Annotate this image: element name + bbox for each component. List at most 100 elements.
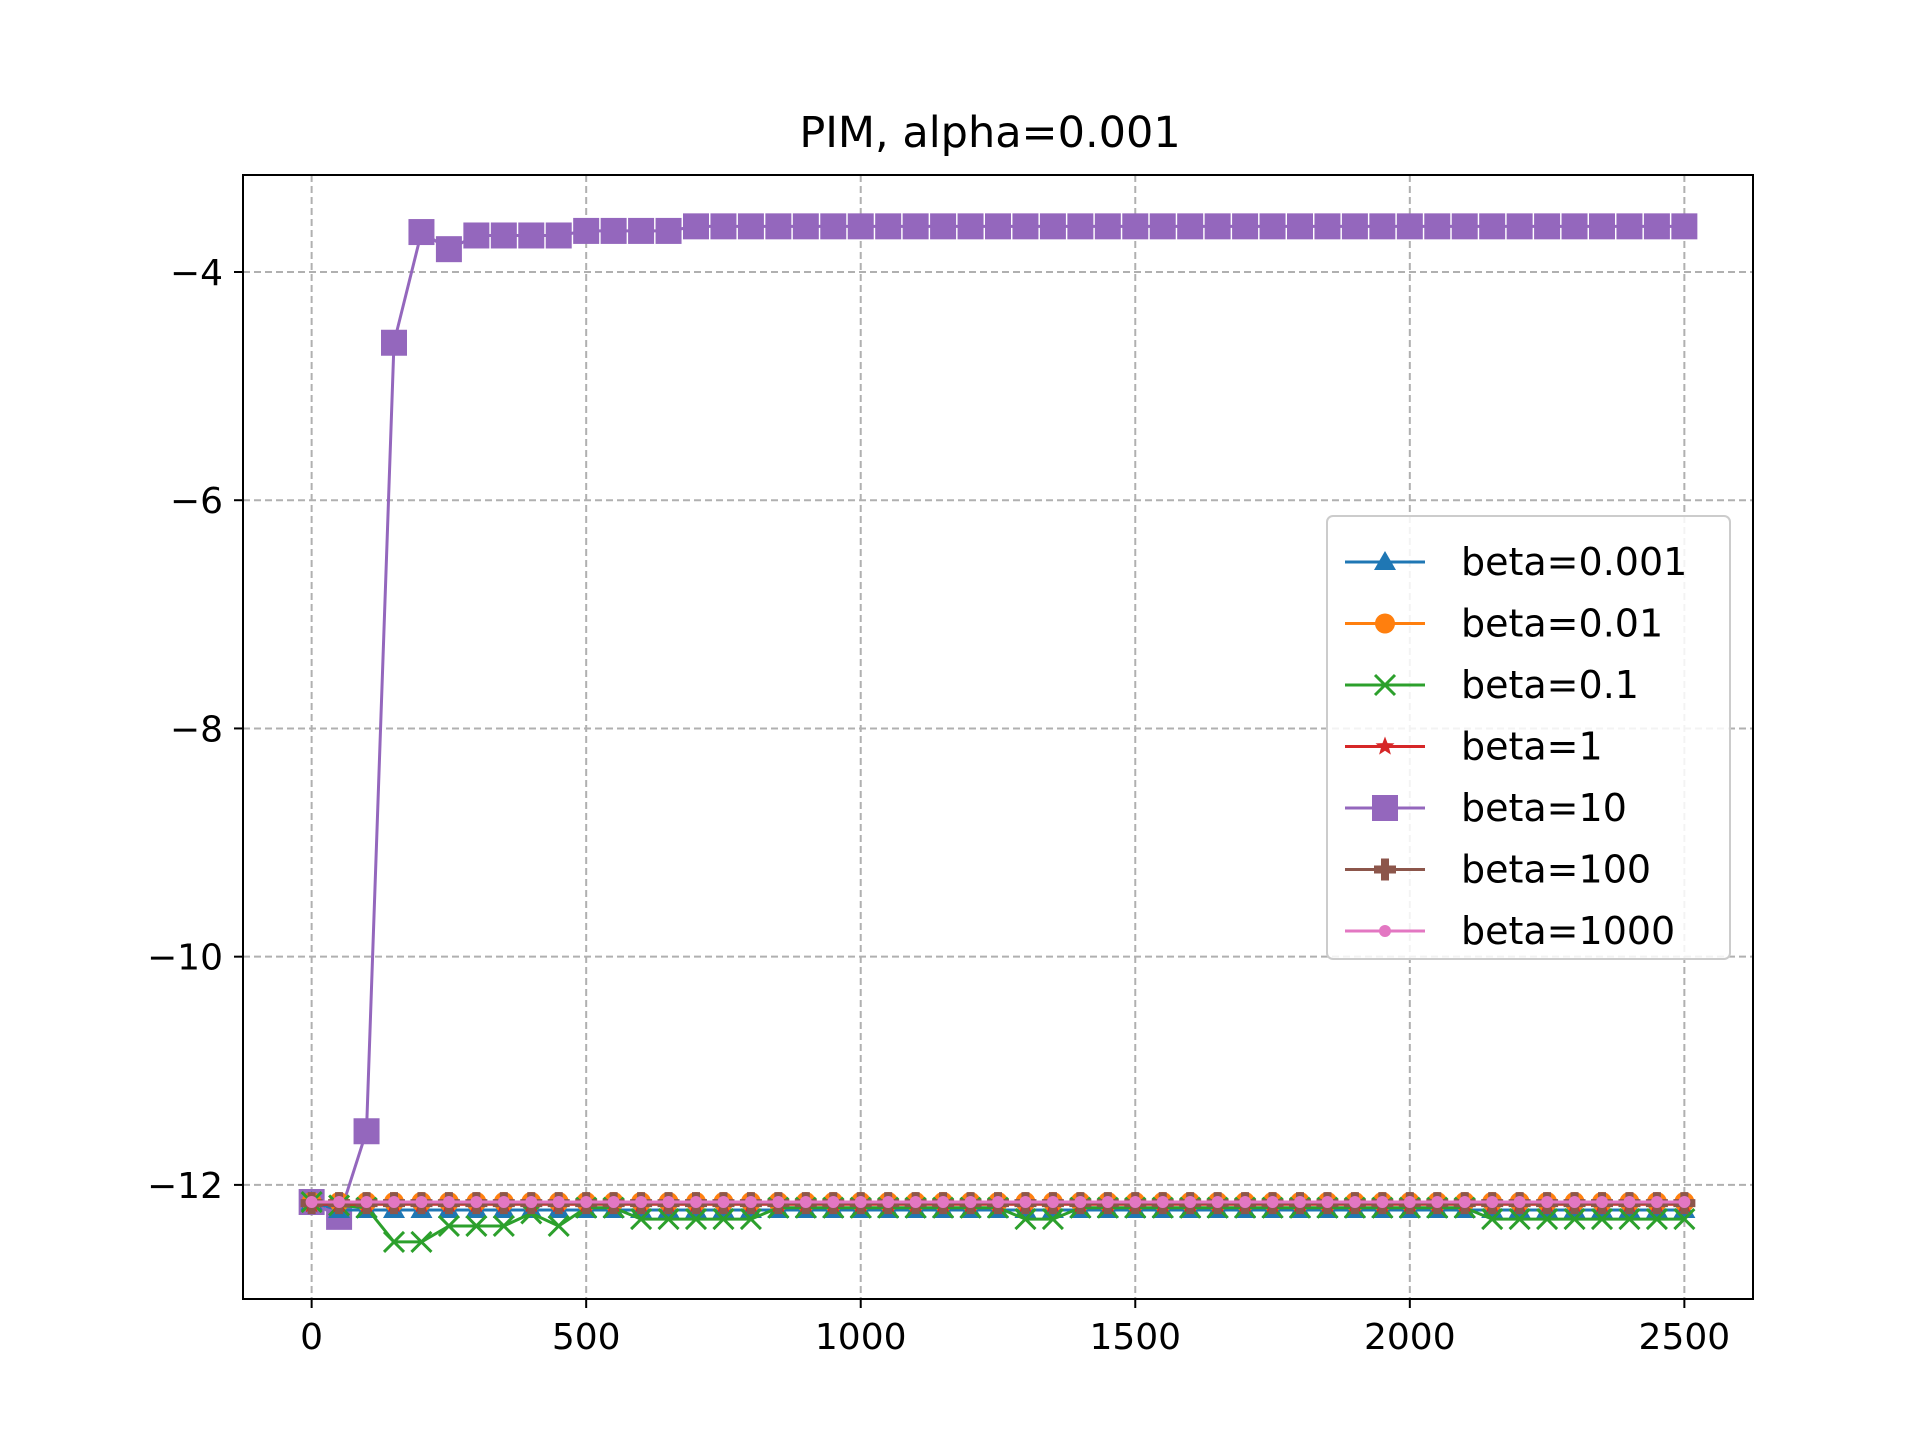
data-point — [1650, 1196, 1663, 1209]
data-point — [765, 213, 792, 240]
legend-label: beta=100 — [1461, 848, 1651, 892]
x-stroke — [1563, 1208, 1586, 1231]
data-point — [792, 213, 819, 240]
data-point — [1369, 213, 1396, 240]
legend: beta=0.001 beta=0.01 beta=0.1 beta=1 beta=10… — [1326, 515, 1731, 960]
data-point — [410, 1230, 433, 1254]
data-point — [437, 1214, 460, 1238]
data-point — [1618, 1208, 1641, 1231]
data-point — [1122, 213, 1149, 240]
y-tick-label: −6 — [170, 481, 223, 522]
data-point — [1259, 213, 1286, 240]
data-point — [854, 1196, 867, 1209]
legend-marker — [1373, 673, 1397, 697]
x-stroke — [465, 1214, 488, 1238]
data-point — [1294, 1196, 1306, 1209]
x-tick-label: 500 — [552, 1317, 621, 1358]
data-point — [1101, 1196, 1114, 1209]
data-point — [1348, 1196, 1361, 1209]
legend-label: beta=10 — [1461, 786, 1627, 830]
data-point — [662, 1196, 675, 1209]
data-point — [381, 329, 407, 356]
data-point — [1590, 1208, 1614, 1231]
data-point — [882, 1196, 895, 1209]
data-point — [435, 236, 462, 263]
data-point — [607, 1196, 620, 1209]
legend-marker — [1374, 551, 1396, 570]
data-point — [1211, 1196, 1224, 1209]
data-point — [739, 1208, 762, 1231]
data-point — [1184, 1196, 1197, 1209]
x-stroke — [712, 1208, 735, 1231]
chart-title: PIM, alpha=0.001 — [799, 108, 1180, 158]
data-point — [388, 1196, 400, 1209]
data-point — [799, 1196, 812, 1209]
data-point — [1019, 1196, 1032, 1209]
data-point — [1563, 1208, 1586, 1231]
data-point — [360, 1196, 373, 1209]
y-tick-label: −10 — [147, 938, 223, 979]
x-stroke — [657, 1208, 680, 1231]
series-beta=10 — [298, 213, 1698, 1230]
x-stroke — [1590, 1208, 1614, 1231]
x-stroke — [1536, 1208, 1559, 1231]
data-point — [1451, 213, 1478, 240]
data-point — [1039, 213, 1066, 240]
data-point — [408, 219, 435, 246]
data-point — [1458, 1196, 1471, 1209]
data-point — [1589, 213, 1615, 240]
data-point — [827, 1196, 840, 1209]
data-point — [1534, 213, 1561, 240]
data-point — [333, 1196, 346, 1209]
data-point — [525, 1196, 538, 1209]
legend-item: beta=1000 — [1345, 909, 1675, 953]
data-point — [1424, 213, 1451, 240]
data-point — [518, 222, 545, 249]
x-stroke — [1014, 1208, 1037, 1231]
data-point — [1067, 213, 1094, 240]
data-point — [635, 1196, 648, 1209]
x-stroke — [739, 1208, 762, 1231]
data-point — [1376, 1196, 1389, 1209]
legend-label: beta=0.1 — [1461, 663, 1639, 707]
data-point — [1506, 213, 1533, 240]
data-point — [1156, 1196, 1169, 1209]
data-point — [1673, 1208, 1696, 1231]
data-point — [463, 222, 490, 249]
data-point — [930, 213, 957, 240]
data-point — [415, 1196, 428, 1209]
data-point — [1074, 1196, 1087, 1209]
data-point — [573, 217, 600, 244]
legend-label: beta=1000 — [1461, 909, 1675, 953]
data-point — [628, 217, 655, 244]
data-point — [1149, 213, 1176, 240]
data-point — [985, 213, 1011, 240]
data-point — [1266, 1196, 1279, 1209]
y-tick-label: −8 — [170, 709, 223, 750]
x-tick-label: 1500 — [1089, 1317, 1181, 1358]
data-point — [1541, 1196, 1554, 1209]
data-point — [1623, 1196, 1636, 1209]
legend-marker — [1379, 925, 1391, 937]
data-point — [1671, 213, 1698, 240]
data-point — [875, 213, 902, 240]
data-point — [744, 1196, 757, 1209]
data-point — [630, 1208, 653, 1231]
x-stroke — [1481, 1208, 1504, 1231]
data-point — [465, 1214, 488, 1238]
x-stroke — [1673, 1208, 1696, 1231]
data-point — [1678, 1196, 1691, 1209]
data-point — [353, 1118, 380, 1145]
data-point — [1481, 1208, 1504, 1231]
data-point — [909, 1196, 922, 1209]
legend-item: beta=1 — [1345, 725, 1603, 769]
data-point — [684, 1208, 708, 1231]
legend-item: beta=0.001 — [1345, 540, 1687, 584]
x-stroke — [1041, 1208, 1064, 1231]
data-point — [957, 213, 984, 240]
data-point — [847, 213, 874, 240]
data-point — [992, 1196, 1004, 1209]
x-tick-label: 2500 — [1639, 1317, 1731, 1358]
data-point — [1508, 1208, 1531, 1231]
